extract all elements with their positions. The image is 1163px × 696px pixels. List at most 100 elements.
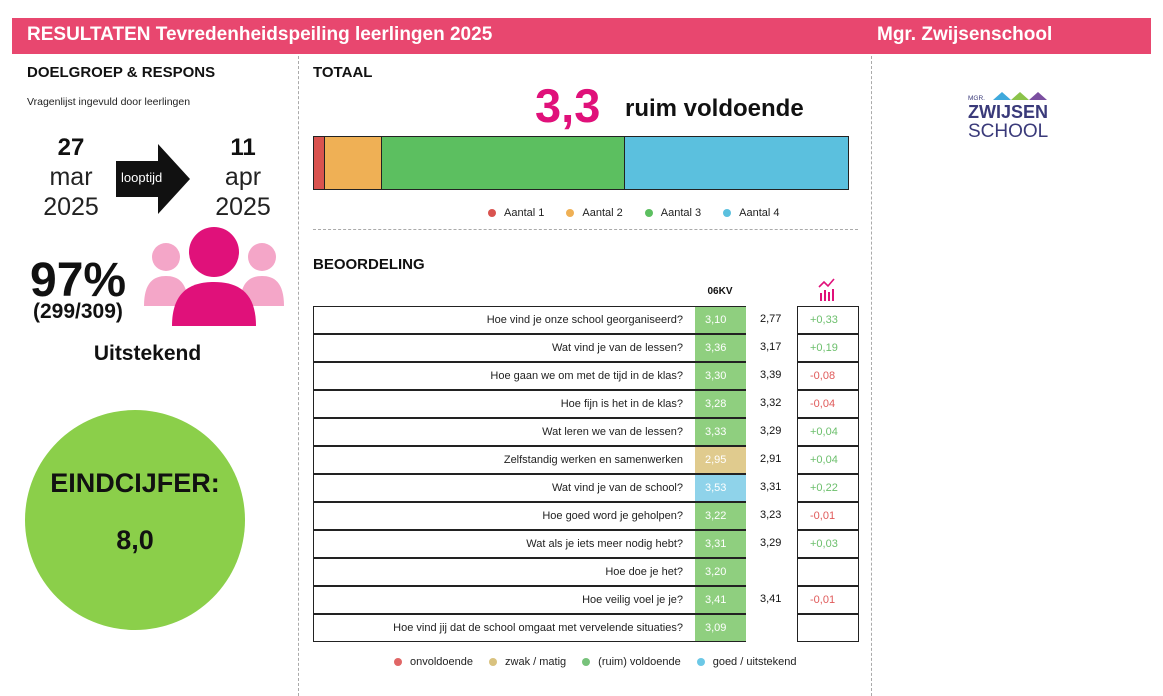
response-percentage: 97% bbox=[30, 254, 127, 307]
logo-small: MGR. bbox=[968, 95, 985, 102]
score-legend-dot bbox=[394, 658, 402, 666]
distribution-segment-1 bbox=[314, 137, 326, 189]
question-score: 3,30 bbox=[695, 363, 746, 389]
distribution-legend-dot bbox=[723, 209, 732, 217]
distribution-legend-item: Aantal 2 bbox=[566, 207, 623, 219]
logo-line2: SCHOOL bbox=[968, 121, 1048, 142]
start-date: 27 mar 2025 bbox=[31, 134, 111, 222]
final-score-circle bbox=[25, 410, 245, 630]
question-label: Wat vind je van de lessen? bbox=[551, 342, 683, 354]
difference-value: -0,01 bbox=[810, 510, 836, 522]
table-row: Wat vind je van de lessen? 3,36 bbox=[313, 334, 746, 362]
end-year: 2025 bbox=[215, 193, 271, 221]
column-divider-left bbox=[298, 56, 299, 696]
question-score: 3,53 bbox=[695, 475, 746, 501]
column-header-group: 06KV bbox=[707, 286, 733, 297]
comparison-score: 2,77 bbox=[760, 313, 782, 325]
end-day: 11 bbox=[230, 134, 256, 161]
question-label: Hoe vind je onze school georganiseerd? bbox=[486, 314, 683, 326]
start-year: 2025 bbox=[43, 193, 99, 221]
score-legend-label: (ruim) voldoende bbox=[598, 656, 681, 668]
table-row: Hoe fijn is het in de klas? 3,28 bbox=[313, 390, 746, 418]
score-legend-dot bbox=[582, 658, 591, 666]
distribution-segment-3 bbox=[382, 137, 626, 189]
table-row: Wat leren we van de lessen? 3,33 bbox=[313, 418, 746, 446]
question-score: 3,10 bbox=[695, 307, 746, 333]
question-score: 2,95 bbox=[695, 447, 746, 473]
school-name: Mgr. Zwijsenschool bbox=[877, 24, 1053, 45]
table-row: Zelfstandig werken en samenwerken 2,95 bbox=[313, 446, 746, 474]
distribution-legend: Aantal 1 Aantal 2 Aantal 3 Aantal 4 bbox=[488, 207, 802, 219]
difference-value: -0,04 bbox=[810, 398, 836, 410]
difference-value: +0,04 bbox=[810, 426, 838, 438]
total-label: ruim voldoende bbox=[625, 95, 804, 122]
totaal-heading: TOTAAL bbox=[313, 64, 373, 81]
start-day: 27 bbox=[57, 134, 85, 161]
question-label: Hoe vind jij dat de school omgaat met ve… bbox=[393, 622, 683, 634]
difference-value: +0,19 bbox=[810, 342, 838, 354]
distribution-legend-label: Aantal 3 bbox=[660, 207, 702, 219]
comparison-score: 3,17 bbox=[760, 341, 782, 353]
difference-cell: -0,01 bbox=[797, 502, 859, 530]
difference-cell bbox=[797, 558, 859, 586]
score-legend-label: zwak / matig bbox=[505, 656, 567, 668]
question-score: 3,41 bbox=[695, 587, 746, 613]
difference-cell: +0,04 bbox=[797, 418, 859, 446]
question-score: 3,28 bbox=[695, 391, 746, 417]
chart-trend-icon bbox=[818, 278, 835, 301]
question-label: Hoe fijn is het in de klas? bbox=[560, 398, 683, 410]
difference-cell bbox=[797, 614, 859, 642]
respondents-people-icon bbox=[144, 227, 284, 326]
distribution-legend-dot bbox=[488, 209, 496, 217]
question-label: Wat als je iets meer nodig hebt? bbox=[526, 538, 683, 550]
comparison-score: 3,39 bbox=[760, 369, 782, 381]
distribution-segment-2 bbox=[325, 137, 383, 189]
score-legend-item: goed / uitstekend bbox=[696, 656, 797, 668]
response-rating: Uitstekend bbox=[93, 342, 202, 365]
score-legend-item: (ruim) voldoende bbox=[582, 656, 681, 668]
column-divider-right bbox=[871, 56, 872, 696]
header-bar: RESULTATEN Tevredenheidspeiling leerling… bbox=[12, 18, 1151, 54]
difference-value: -0,08 bbox=[810, 370, 836, 382]
table-row: Wat als je iets meer nodig hebt? 3,31 bbox=[313, 530, 746, 558]
doelgroep-subtext: Vragenlijst ingevuld door leerlingen bbox=[27, 96, 191, 108]
score-legend-dot bbox=[696, 658, 705, 666]
difference-cell: +0,19 bbox=[797, 334, 859, 362]
difference-cell: +0,04 bbox=[797, 446, 859, 474]
difference-value: +0,33 bbox=[810, 314, 838, 326]
question-label: Hoe gaan we om met de tijd in de klas? bbox=[490, 370, 683, 382]
difference-value: +0,22 bbox=[810, 482, 838, 494]
total-score: 3,3 bbox=[535, 79, 601, 132]
final-score-label: EINDCIJFER: bbox=[50, 468, 220, 498]
school-logo: MGR. ZWIJSEN SCHOOL bbox=[968, 92, 1048, 142]
question-label: Hoe veilig voel je je? bbox=[582, 594, 683, 606]
duration-arrow-icon bbox=[116, 144, 190, 214]
distribution-legend-item: Aantal 3 bbox=[644, 207, 702, 219]
question-label: Wat leren we van de lessen? bbox=[542, 426, 683, 438]
table-row: Hoe goed word je geholpen? 3,22 bbox=[313, 502, 746, 530]
score-legend-item: zwak / matig bbox=[489, 656, 566, 668]
table-row: Hoe doe je het? 3,20 bbox=[313, 558, 746, 586]
question-score: 3,36 bbox=[695, 335, 746, 361]
comparison-score: 3,32 bbox=[760, 397, 782, 409]
distribution-legend-item: Aantal 1 bbox=[488, 207, 544, 219]
table-row: Hoe gaan we om met de tijd in de klas? 3,… bbox=[313, 362, 746, 390]
score-legend: onvoldoende zwak / matig (ruim) voldoende g… bbox=[394, 656, 813, 668]
distribution-segment-4 bbox=[625, 137, 848, 189]
question-label: Hoe goed word je geholpen? bbox=[542, 510, 683, 522]
question-score: 3,09 bbox=[695, 615, 746, 641]
distribution-legend-dot bbox=[566, 209, 575, 217]
table-row: Wat vind je van de school? 3,53 bbox=[313, 474, 746, 502]
difference-cell: +0,03 bbox=[797, 530, 859, 558]
comparison-score: 3,41 bbox=[760, 593, 782, 605]
difference-value: +0,03 bbox=[810, 538, 838, 550]
distribution-legend-label: Aantal 4 bbox=[739, 207, 780, 219]
distribution-legend-label: Aantal 1 bbox=[504, 207, 545, 219]
question-score: 3,33 bbox=[695, 419, 746, 445]
start-month: mar bbox=[49, 163, 93, 191]
comparison-score: 3,29 bbox=[760, 425, 782, 437]
beoordeling-heading: BEOORDELING bbox=[313, 256, 425, 273]
question-label: Wat vind je van de school? bbox=[551, 482, 683, 494]
score-legend-label: onvoldoende bbox=[410, 656, 474, 668]
difference-cell: -0,01 bbox=[797, 586, 859, 614]
